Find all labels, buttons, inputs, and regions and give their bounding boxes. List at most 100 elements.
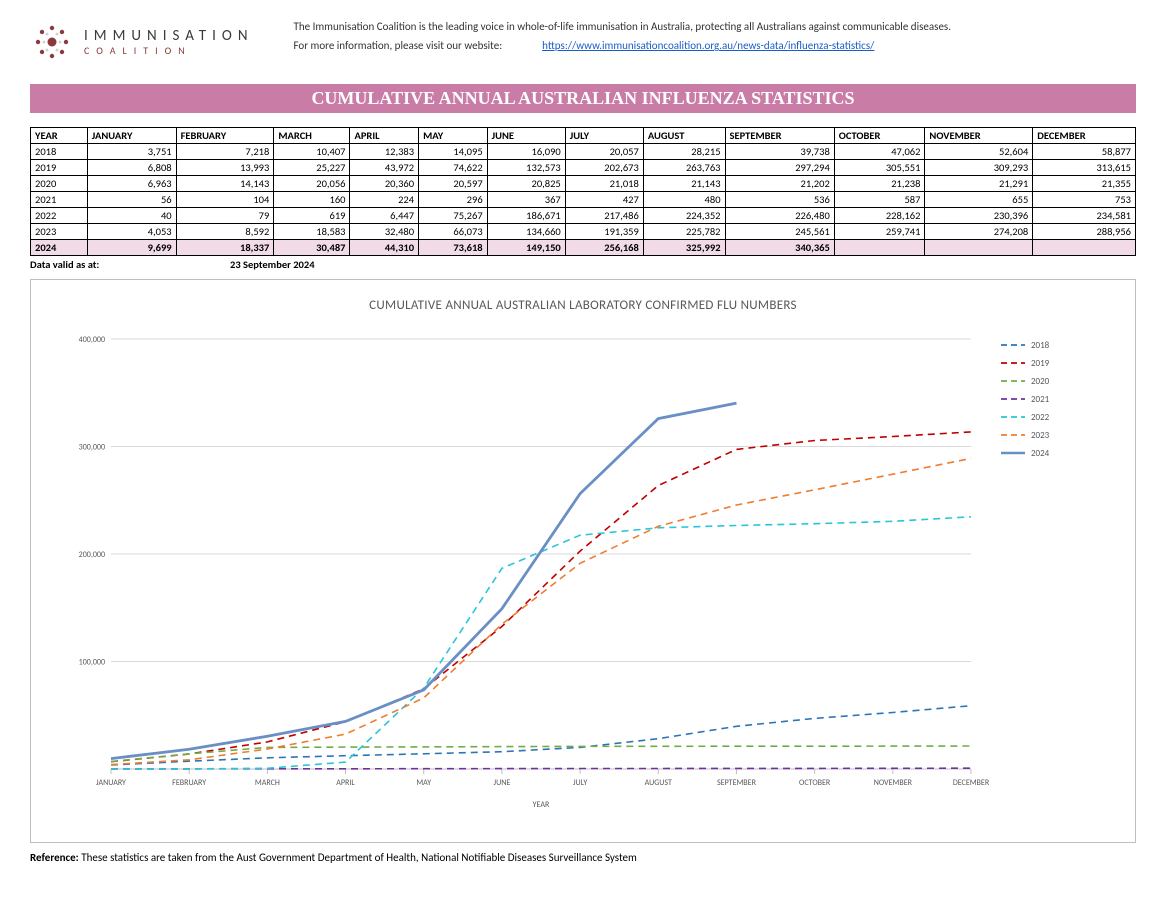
table-row: 20249,69918,33730,48744,31073,618149,150… — [31, 240, 1136, 256]
table-header-cell: NOVEMBER — [925, 128, 1033, 144]
table-cell: 8,592 — [176, 224, 274, 240]
svg-text:APRIL: APRIL — [336, 778, 355, 788]
table-cell: 20,360 — [350, 176, 419, 192]
svg-text:YEAR: YEAR — [533, 800, 550, 810]
table-cell: 149,150 — [487, 240, 565, 256]
chart-series-2020 — [111, 746, 971, 762]
table-cell: 587 — [834, 192, 925, 208]
table-cell: 263,763 — [643, 160, 725, 176]
table-cell: 536 — [725, 192, 834, 208]
table-cell: 134,660 — [487, 224, 565, 240]
svg-text:SEPTEMBER: SEPTEMBER — [717, 778, 757, 788]
table-cell-year: 2023 — [31, 224, 88, 240]
table-cell: 305,551 — [834, 160, 925, 176]
table-header-cell: FEBRUARY — [176, 128, 274, 144]
table-row: 20183,7517,21810,40712,38314,09516,09020… — [31, 144, 1136, 160]
table-cell: 20,056 — [274, 176, 350, 192]
table-cell: 14,095 — [419, 144, 488, 160]
table-cell: 52,604 — [925, 144, 1033, 160]
logo: IMMUNISATION COALITION — [30, 20, 254, 64]
intro-moreinfo: For more information, please visit our w… — [294, 39, 503, 52]
table-row: 20234,0538,59218,58332,48066,073134,6601… — [31, 224, 1136, 240]
table-cell: 230,396 — [925, 208, 1033, 224]
table-cell: 21,355 — [1033, 176, 1136, 192]
table-cell-year: 2020 — [31, 176, 88, 192]
table-cell: 12,383 — [350, 144, 419, 160]
svg-text:2020: 2020 — [1031, 376, 1050, 387]
reference-label: Reference: — [30, 851, 79, 864]
table-cell: 14,143 — [176, 176, 274, 192]
table-row: 202156104160224296367427480536587655753 — [31, 192, 1136, 208]
table-cell: 6,447 — [350, 208, 419, 224]
stats-table: YEARJANUARYFEBRUARYMARCHAPRILMAYJUNEJULY… — [30, 127, 1136, 256]
table-cell: 40 — [87, 208, 176, 224]
table-cell — [834, 240, 925, 256]
table-row: 20206,96314,14320,05620,36020,59720,8252… — [31, 176, 1136, 192]
logo-icon — [30, 20, 74, 64]
table-cell: 73,618 — [419, 240, 488, 256]
table-cell: 16,090 — [487, 144, 565, 160]
table-cell: 32,480 — [350, 224, 419, 240]
table-cell: 753 — [1033, 192, 1136, 208]
svg-text:FEBRUARY: FEBRUARY — [172, 778, 206, 788]
svg-text:JULY: JULY — [573, 778, 587, 788]
table-header-cell: SEPTEMBER — [725, 128, 834, 144]
table-cell: 224 — [350, 192, 419, 208]
table-header-cell: YEAR — [31, 128, 88, 144]
table-cell: 18,337 — [176, 240, 274, 256]
reference: Reference: These statistics are taken fr… — [30, 851, 1136, 864]
table-cell: 313,615 — [1033, 160, 1136, 176]
chart-series-2019 — [111, 432, 971, 762]
table-cell: 20,057 — [565, 144, 643, 160]
table-cell: 367 — [487, 192, 565, 208]
table-cell: 75,267 — [419, 208, 488, 224]
table-cell: 13,993 — [176, 160, 274, 176]
intro-link[interactable]: https://www.immunisationcoalition.org.au… — [542, 39, 874, 52]
svg-text:2023: 2023 — [1031, 430, 1050, 441]
table-cell: 245,561 — [725, 224, 834, 240]
table-header-cell: JANUARY — [87, 128, 176, 144]
svg-text:200,000: 200,000 — [79, 550, 105, 560]
table-body: 20183,7517,21810,40712,38314,09516,09020… — [31, 144, 1136, 256]
table-cell: 39,738 — [725, 144, 834, 160]
svg-text:2022: 2022 — [1031, 412, 1050, 423]
table-header-cell: JULY — [565, 128, 643, 144]
chart-container: CUMULATIVE ANNUAL AUSTRALIAN LABORATORY … — [30, 279, 1136, 843]
header: IMMUNISATION COALITION The Immunisation … — [30, 20, 1136, 64]
svg-text:100,000: 100,000 — [79, 658, 105, 668]
table-header-cell: JUNE — [487, 128, 565, 144]
chart-series-2023 — [111, 458, 971, 764]
table-cell: 202,673 — [565, 160, 643, 176]
table-cell: 44,310 — [350, 240, 419, 256]
chart-series-2024 — [111, 403, 737, 758]
logo-subtitle: COALITION — [84, 45, 254, 56]
table-cell: 309,293 — [925, 160, 1033, 176]
svg-text:MARCH: MARCH — [255, 778, 280, 788]
table-cell: 21,018 — [565, 176, 643, 192]
line-chart: 100,000200,000300,000400,000JANUARYFEBRU… — [41, 329, 1101, 819]
table-cell: 9,699 — [87, 240, 176, 256]
table-cell: 225,782 — [643, 224, 725, 240]
svg-text:2021: 2021 — [1031, 394, 1050, 405]
svg-text:OCTOBER: OCTOBER — [799, 778, 831, 788]
table-header-cell: OCTOBER — [834, 128, 925, 144]
table-cell: 226,480 — [725, 208, 834, 224]
table-cell: 47,062 — [834, 144, 925, 160]
svg-text:AUGUST: AUGUST — [645, 778, 672, 788]
data-valid-date: 23 September 2024 — [230, 258, 315, 271]
svg-text:400,000: 400,000 — [79, 335, 105, 345]
table-cell-year: 2024 — [31, 240, 88, 256]
table-header-row: YEARJANUARYFEBRUARYMARCHAPRILMAYJUNEJULY… — [31, 128, 1136, 144]
table-cell: 28,215 — [643, 144, 725, 160]
data-valid-row: Data valid as at: 23 September 2024 — [30, 258, 1136, 271]
table-cell — [925, 240, 1033, 256]
table-cell: 325,992 — [643, 240, 725, 256]
table-cell: 228,162 — [834, 208, 925, 224]
intro-tagline: The Immunisation Coalition is the leadin… — [294, 20, 1136, 33]
table-header-cell: AUGUST — [643, 128, 725, 144]
svg-text:NOVEMBER: NOVEMBER — [874, 778, 913, 788]
table-cell: 43,972 — [350, 160, 419, 176]
table-cell: 74,622 — [419, 160, 488, 176]
table-cell: 186,671 — [487, 208, 565, 224]
table-cell-year: 2021 — [31, 192, 88, 208]
